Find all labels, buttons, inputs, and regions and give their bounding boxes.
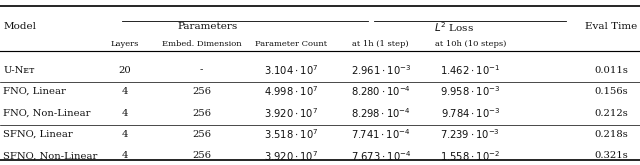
Text: 256: 256 (192, 109, 211, 117)
Text: $3.518 \cdot 10^{7}$: $3.518 \cdot 10^{7}$ (264, 128, 319, 141)
Text: Parameters: Parameters (178, 22, 238, 31)
Text: 0.218s: 0.218s (595, 130, 628, 139)
Text: $L^2$ Loss: $L^2$ Loss (435, 20, 474, 34)
Text: $7.239 \cdot 10^{-3}$: $7.239 \cdot 10^{-3}$ (440, 128, 500, 141)
Text: 0.011s: 0.011s (595, 66, 628, 75)
Text: 256: 256 (192, 151, 211, 160)
Text: U-Nᴇᴛ: U-Nᴇᴛ (3, 66, 35, 75)
Text: Layers: Layers (111, 40, 139, 48)
Text: $3.104 \cdot 10^{7}$: $3.104 \cdot 10^{7}$ (264, 63, 319, 77)
Text: 256: 256 (192, 130, 211, 139)
Text: $8.280 \cdot 10^{-4}$: $8.280 \cdot 10^{-4}$ (351, 85, 411, 99)
Text: 20: 20 (118, 66, 131, 75)
Text: $4.998 \cdot 10^{7}$: $4.998 \cdot 10^{7}$ (264, 85, 319, 99)
Text: -: - (200, 66, 204, 75)
Text: $1.558 \cdot 10^{-2}$: $1.558 \cdot 10^{-2}$ (440, 149, 500, 163)
Text: 0.321s: 0.321s (595, 151, 628, 160)
Text: $8.298 \cdot 10^{-4}$: $8.298 \cdot 10^{-4}$ (351, 106, 411, 120)
Text: 4: 4 (122, 130, 128, 139)
Text: $3.920 \cdot 10^{7}$: $3.920 \cdot 10^{7}$ (264, 106, 318, 120)
Text: $1.462 \cdot 10^{-1}$: $1.462 \cdot 10^{-1}$ (440, 63, 500, 77)
Text: Embed. Dimension: Embed. Dimension (162, 40, 241, 48)
Text: Parameter Count: Parameter Count (255, 40, 327, 48)
Text: FNO, Linear: FNO, Linear (3, 87, 66, 96)
Text: Eval Time: Eval Time (585, 22, 637, 31)
Text: at 1h (1 step): at 1h (1 step) (353, 40, 409, 48)
Text: at 10h (10 steps): at 10h (10 steps) (435, 40, 506, 48)
Text: $2.961 \cdot 10^{-3}$: $2.961 \cdot 10^{-3}$ (351, 63, 411, 77)
Text: 0.156s: 0.156s (595, 87, 628, 96)
Text: $7.741 \cdot 10^{-4}$: $7.741 \cdot 10^{-4}$ (351, 128, 411, 141)
Text: 4: 4 (122, 151, 128, 160)
Text: 4: 4 (122, 109, 128, 117)
Text: $9.958 \cdot 10^{-3}$: $9.958 \cdot 10^{-3}$ (440, 85, 500, 99)
Text: SFNO, Linear: SFNO, Linear (3, 130, 73, 139)
Text: FNO, Non-Linear: FNO, Non-Linear (3, 109, 91, 117)
Text: $9.784 \cdot 10^{-3}$: $9.784 \cdot 10^{-3}$ (440, 106, 500, 120)
Text: Model: Model (3, 22, 36, 31)
Text: SFNO, Non-Linear: SFNO, Non-Linear (3, 151, 97, 160)
Text: 256: 256 (192, 87, 211, 96)
Text: 4: 4 (122, 87, 128, 96)
Text: $7.673 \cdot 10^{-4}$: $7.673 \cdot 10^{-4}$ (351, 149, 411, 163)
Text: $3.920 \cdot 10^{7}$: $3.920 \cdot 10^{7}$ (264, 149, 318, 163)
Text: 0.212s: 0.212s (595, 109, 628, 117)
